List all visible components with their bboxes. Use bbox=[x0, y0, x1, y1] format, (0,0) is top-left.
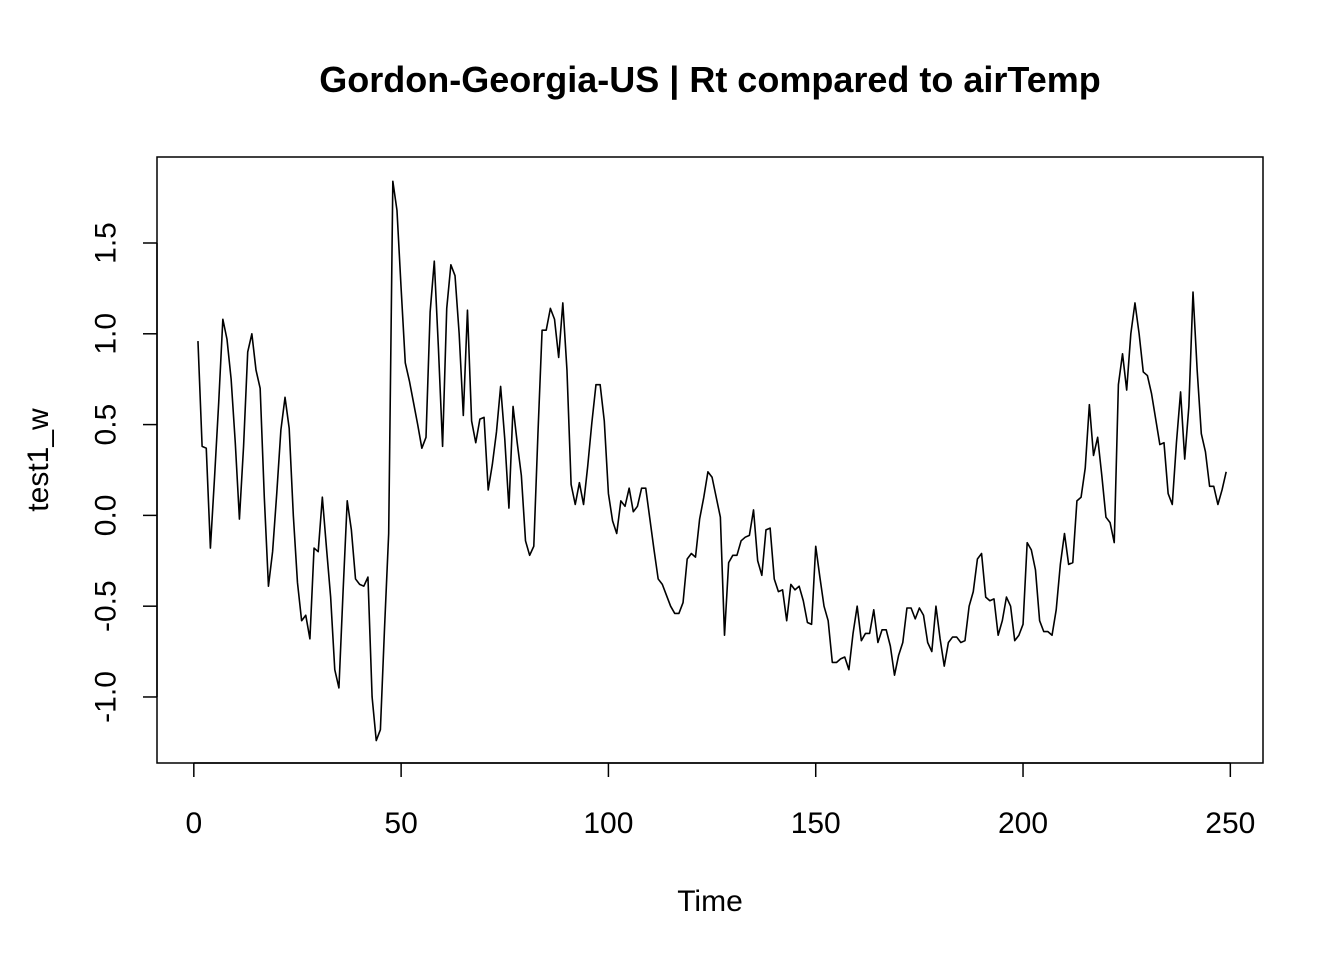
y-tick-label: -0.5 bbox=[90, 580, 123, 632]
x-tick-label: 200 bbox=[998, 807, 1048, 840]
x-axis-label: Time bbox=[677, 885, 743, 918]
series-line bbox=[197, 180, 1227, 742]
x-tick-label: 150 bbox=[791, 807, 841, 840]
x-tick-label: 0 bbox=[185, 807, 202, 840]
plot-frame bbox=[156, 156, 1264, 764]
x-tick-label: 250 bbox=[1205, 807, 1255, 840]
chart-title: Gordon-Georgia-US | Rt compared to airTe… bbox=[319, 59, 1100, 101]
y-tick-label: -1.0 bbox=[90, 671, 123, 723]
y-tick-label: 1.5 bbox=[90, 222, 123, 264]
y-tick-label: 1.0 bbox=[90, 313, 123, 355]
y-axis: -1.0 -0.5 0.0 0.5 1.0 1.5 bbox=[90, 222, 158, 723]
x-tick-label: 50 bbox=[384, 807, 417, 840]
y-tick-label: 0.0 bbox=[90, 495, 123, 537]
y-tick-label: 0.5 bbox=[90, 404, 123, 446]
x-axis: 0 50 100 150 200 250 bbox=[185, 762, 1255, 840]
y-axis-label: test1_w bbox=[22, 408, 55, 512]
x-tick-label: 100 bbox=[583, 807, 633, 840]
